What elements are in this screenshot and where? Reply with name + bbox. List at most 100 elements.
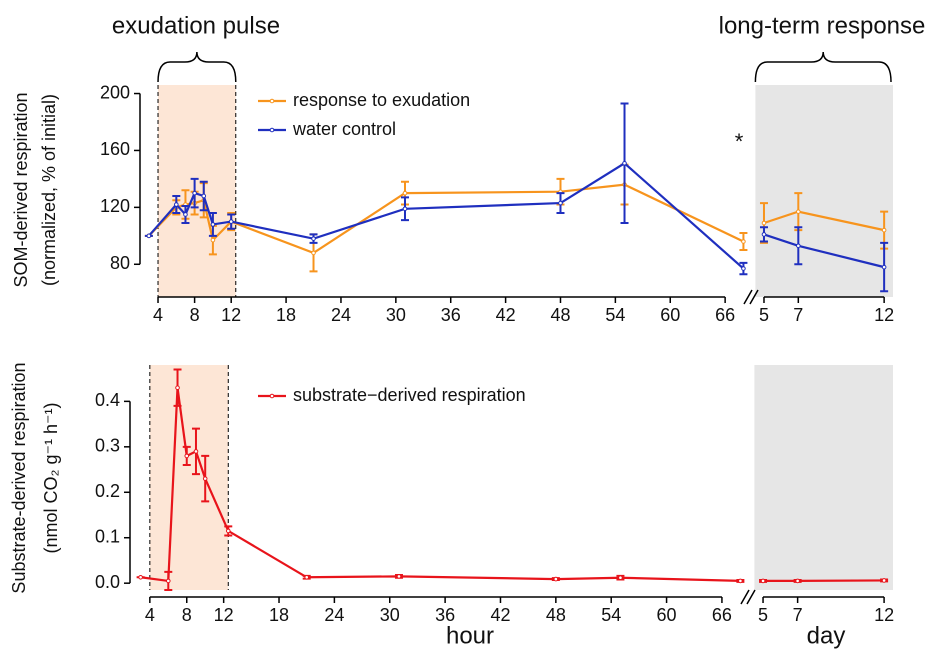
data-point [311, 250, 316, 256]
annotation: * [735, 129, 744, 154]
axis-break [740, 589, 756, 605]
series-line [148, 161, 745, 270]
data-point [202, 476, 208, 481]
data-point [741, 239, 746, 244]
x-tick-label: 12 [874, 305, 894, 325]
x-tick-label: 12 [214, 605, 234, 625]
legend-marker [269, 98, 275, 104]
y-tick-label: 160 [100, 139, 130, 159]
x-tick-label: 8 [190, 305, 200, 325]
data-point [738, 578, 743, 584]
x-tick-label: 5 [759, 305, 769, 325]
x-tick-label: 66 [715, 305, 735, 325]
data-point [761, 232, 767, 237]
data-point [228, 219, 234, 224]
y-axis-label: Substrate-derived respiration [9, 362, 29, 593]
y-axis-label: (normalized, % of initial) [39, 94, 59, 286]
y-tick-label: 0.4 [95, 390, 120, 410]
data-point [146, 233, 152, 239]
data-point [165, 578, 171, 584]
x-tick-label: 4 [145, 605, 155, 625]
data-point [193, 449, 199, 454]
y-tick-label: 0.2 [95, 481, 120, 501]
x-tick-label: 60 [657, 605, 677, 625]
data-point [311, 236, 316, 241]
data-point [184, 453, 190, 459]
series-line [140, 387, 741, 583]
brace [754, 51, 892, 83]
axis-break [743, 289, 759, 305]
legend-label: response to exudation [293, 90, 470, 110]
x-tick-label: 42 [496, 305, 516, 325]
annotation: exudation pulse [112, 12, 280, 39]
x-tick-label: 24 [331, 305, 351, 325]
data-point [174, 202, 179, 207]
data-point [881, 578, 887, 583]
legend-label: substrate−derived respiration [293, 385, 526, 405]
pulse-shade [149, 365, 229, 590]
data-point [741, 266, 746, 271]
x-tick-label: 48 [550, 305, 570, 325]
x-tick-label: 66 [712, 605, 732, 625]
x-tick-label: 60 [660, 305, 680, 325]
data-point [622, 160, 627, 166]
data-point [192, 190, 197, 196]
data-point [881, 264, 887, 270]
x-tick-label: 18 [276, 305, 296, 325]
x-tick-label: 36 [441, 305, 461, 325]
x-tick-label: 36 [435, 605, 455, 625]
data-point [618, 575, 623, 581]
data-point [201, 193, 207, 199]
y-tick-label: 0.0 [95, 572, 120, 592]
brace [157, 51, 237, 83]
long-term-shade [755, 85, 893, 297]
x-tick-label: 12 [221, 305, 241, 325]
data-point [210, 237, 216, 243]
x-tick-label: 30 [380, 605, 400, 625]
data-point [138, 574, 143, 580]
data-point [795, 578, 800, 584]
legend-marker [269, 127, 275, 133]
data-point [558, 200, 563, 206]
x-axis-label: hour [446, 622, 494, 649]
data-point [881, 227, 887, 233]
x-tick-label: 18 [269, 605, 289, 625]
data-point [553, 576, 559, 582]
y-axis-label: SOM-derived respiration [11, 92, 31, 287]
data-point [396, 574, 402, 579]
data-point [760, 578, 766, 584]
x-axis-label: day [807, 622, 846, 649]
x-tick-label: 7 [793, 605, 803, 625]
y-tick-label: 0.3 [95, 436, 120, 456]
x-tick-label: 42 [490, 605, 510, 625]
x-tick-label: 54 [601, 605, 621, 625]
y-tick-label: 0.1 [95, 526, 120, 546]
legend-marker [269, 393, 275, 399]
series-line [148, 183, 744, 255]
x-tick-label: 54 [605, 305, 625, 325]
y-axis-label: (nmol CO₂ g⁻¹ h⁻¹) [41, 402, 61, 553]
x-tick-label: 24 [324, 605, 344, 625]
annotation: long-term response [719, 12, 926, 39]
long-term-shade [754, 365, 893, 590]
x-tick-label: 5 [758, 605, 768, 625]
data-point [796, 209, 801, 214]
data-point [225, 528, 231, 534]
data-point [175, 385, 180, 391]
data-point [402, 206, 408, 212]
y-tick-label: 200 [100, 82, 130, 102]
data-point [402, 190, 408, 196]
legend-label: water control [292, 119, 396, 139]
x-tick-label: 12 [874, 605, 894, 625]
y-tick-label: 120 [100, 196, 130, 216]
data-point [761, 220, 767, 226]
y-tick-label: 80 [110, 253, 130, 273]
x-tick-label: 48 [546, 605, 566, 625]
x-tick-label: 30 [386, 305, 406, 325]
data-point [210, 222, 216, 227]
x-tick-label: 8 [182, 605, 192, 625]
x-tick-label: 4 [153, 305, 163, 325]
x-tick-label: 7 [793, 305, 803, 325]
data-point [183, 212, 188, 217]
